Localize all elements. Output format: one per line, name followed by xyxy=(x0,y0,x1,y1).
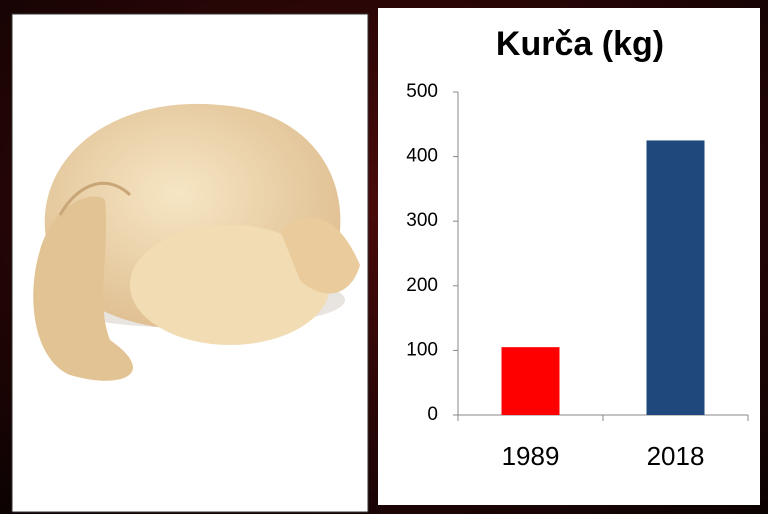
y-tick-label: 200 xyxy=(406,275,438,296)
y-tick-label: 100 xyxy=(406,339,438,360)
page: Kurča (kg) 010020030040050019892018 (() … xyxy=(0,0,768,514)
x-tick-label: 2018 xyxy=(647,441,705,471)
bar xyxy=(647,140,705,415)
y-tick-label: 300 xyxy=(406,210,438,231)
y-tick-label: 0 xyxy=(427,404,438,425)
x-tick-label: 1989 xyxy=(502,441,560,471)
y-tick-label: 400 xyxy=(406,146,438,167)
bar xyxy=(502,347,560,415)
screen: Kurča (kg) 0 100 200 300 400 500 1989 2018 xyxy=(0,0,768,514)
y-tick-label: 500 xyxy=(406,81,438,102)
chart-title: Kurča (kg) xyxy=(496,25,664,63)
